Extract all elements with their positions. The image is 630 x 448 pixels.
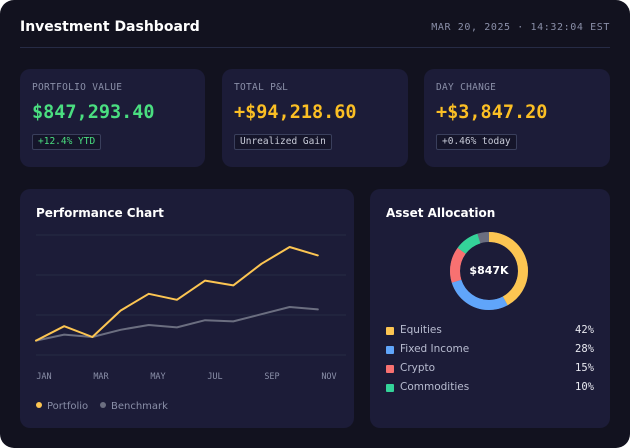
- allocation-label: Commodities: [400, 381, 470, 393]
- allocation-percent: 28%: [575, 343, 594, 355]
- x-tick-label: MAR: [93, 372, 109, 382]
- kpi-card-day-change[interactable]: DAY CHANGE +$3,847.20 +0.46% today: [424, 69, 610, 167]
- legend-benchmark[interactable]: Benchmark: [100, 401, 168, 412]
- allocation-percent: 15%: [575, 362, 594, 374]
- allocation-row-commodities[interactable]: Commodities 10%: [386, 380, 594, 396]
- legend-portfolio[interactable]: Portfolio: [36, 401, 88, 412]
- allocation-row-equities[interactable]: Equities 42%: [386, 323, 594, 339]
- kpi-card-total-pnl[interactable]: TOTAL P&L +$94,218.60 Unrealized Gain: [222, 69, 408, 167]
- legend-portfolio-label: Portfolio: [47, 401, 89, 412]
- allocation-donut-chart[interactable]: [370, 189, 610, 428]
- kpi-card-portfolio-value[interactable]: PORTFOLIO VALUE $847,293.40 +12.4% YTD: [20, 69, 205, 167]
- donut-slice-crypto: [450, 232, 528, 310]
- x-tick-label: NOV: [321, 372, 337, 382]
- timestamp: MAR 20, 2025 · 14:32:04 EST: [431, 22, 610, 33]
- dashboard-header: Investment Dashboard MAR 20, 2025 · 14:3…: [20, 0, 610, 48]
- page-title: Investment Dashboard: [20, 19, 200, 35]
- allocation-label: Crypto: [400, 362, 436, 374]
- kpi-value: +$3,847.20: [436, 102, 548, 123]
- performance-chart-title: Performance Chart: [36, 206, 164, 220]
- x-tick-label: JAN: [36, 372, 52, 382]
- x-tick-label: JUL: [207, 372, 223, 382]
- allocation-swatch: [386, 327, 394, 335]
- allocation-percent: 42%: [575, 324, 594, 336]
- legend-portfolio-dot: [36, 402, 42, 408]
- legend-benchmark-label: Benchmark: [111, 401, 168, 412]
- performance-line-chart[interactable]: [20, 189, 354, 428]
- kpi-label: TOTAL P&L: [234, 82, 289, 93]
- allocation-label: Equities: [400, 324, 442, 336]
- kpi-badge: +12.4% YTD: [32, 134, 102, 150]
- kpi-badge: +0.46% today: [436, 134, 517, 150]
- donut-slice-equities: [450, 232, 528, 310]
- allocation-row-fixed-income[interactable]: Fixed Income 28%: [386, 342, 594, 358]
- allocation-swatch: [386, 384, 394, 392]
- series-line-portfolio: [35, 246, 319, 342]
- kpi-label: DAY CHANGE: [436, 82, 497, 93]
- kpi-value: $847,293.40: [32, 102, 155, 123]
- donut-center-value: $847K: [469, 264, 509, 277]
- asset-allocation-card: Asset Allocation $847K Equities 42% Fixed …: [370, 189, 610, 428]
- legend-benchmark-dot: [100, 402, 106, 408]
- allocation-percent: 10%: [575, 381, 594, 393]
- kpi-badge: Unrealized Gain: [234, 134, 332, 150]
- x-tick-label: MAY: [150, 372, 166, 382]
- donut-slice-fixed-income: [450, 232, 528, 310]
- allocation-row-crypto[interactable]: Crypto 15%: [386, 361, 594, 377]
- kpi-value: +$94,218.60: [234, 102, 357, 123]
- allocation-label: Fixed Income: [400, 343, 470, 355]
- allocation-swatch: [386, 365, 394, 373]
- asset-allocation-title: Asset Allocation: [386, 206, 496, 220]
- performance-chart-card: Performance Chart JAN MAR MAY JUL SEP NOV Por…: [20, 189, 354, 428]
- x-tick-label: SEP: [264, 372, 280, 382]
- kpi-label: PORTFOLIO VALUE: [32, 82, 123, 93]
- series-line-benchmark: [35, 306, 319, 342]
- allocation-swatch: [386, 346, 394, 354]
